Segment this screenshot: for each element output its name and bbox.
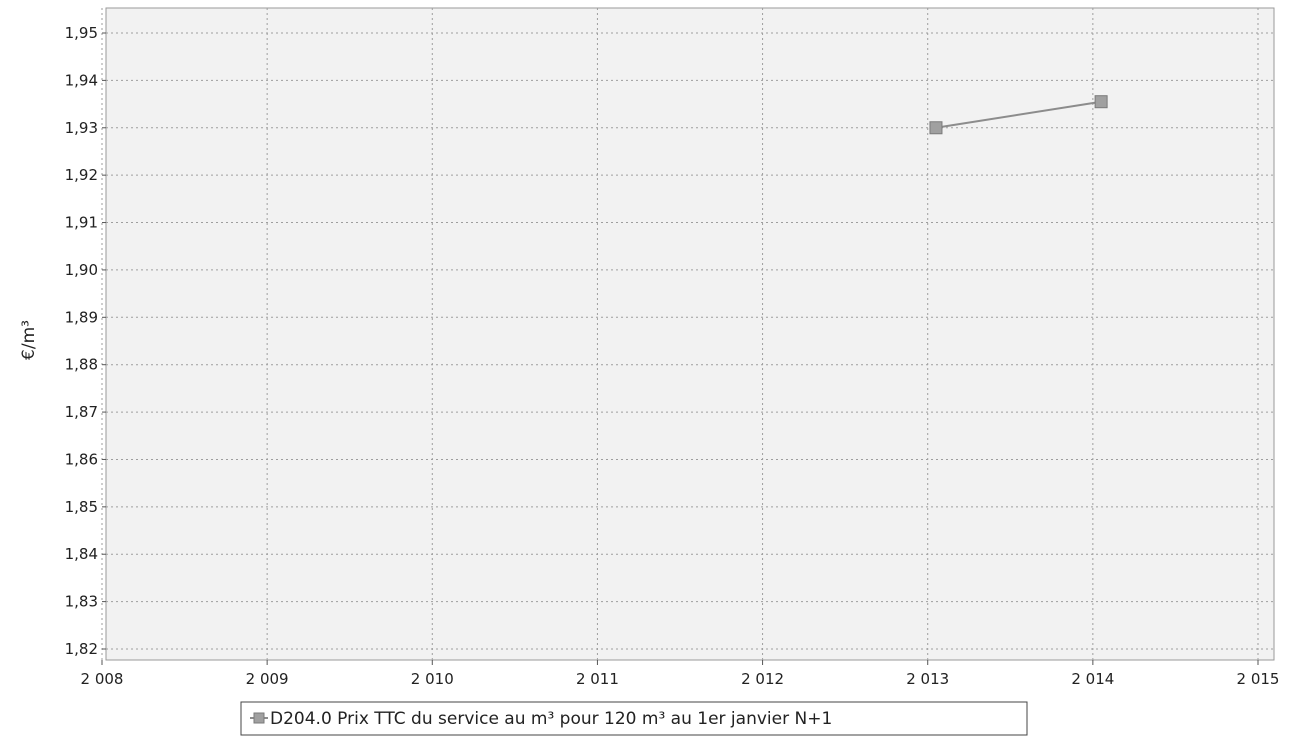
- x-tick-label: 2 014: [1071, 670, 1114, 688]
- x-tick-label: 2 013: [906, 670, 949, 688]
- x-tick-label: 2 011: [576, 670, 619, 688]
- legend-box: [240, 701, 1028, 736]
- x-tick-label: 2 010: [411, 670, 454, 688]
- y-tick-label: 1,82: [65, 640, 98, 658]
- data-point: [1094, 95, 1108, 109]
- series-line: [935, 100, 1102, 129]
- y-tick-label: 1,92: [65, 166, 98, 184]
- y-tick-label: 1,91: [65, 214, 98, 232]
- y-tick-label: 1,87: [65, 403, 98, 421]
- plot-area: [105, 7, 1275, 661]
- y-tick-label: 1,93: [65, 119, 98, 137]
- y-tick-label: 1,84: [65, 545, 98, 563]
- y-tick-label: 1,88: [65, 356, 98, 374]
- legend-label: D204.0 Prix TTC du service au m³ pour 12…: [270, 709, 832, 729]
- y-tick-label: 1,89: [65, 308, 98, 326]
- legend: D204.0 Prix TTC du service au m³ pour 12…: [240, 701, 1028, 736]
- y-tick-label: 1,95: [65, 24, 98, 42]
- y-tick-label: 1,94: [65, 71, 98, 89]
- data-point: [929, 121, 943, 135]
- series-layer: [929, 95, 1108, 135]
- legend-marker-swatch: [253, 712, 265, 724]
- x-tick-label: 2 009: [246, 670, 289, 688]
- x-tick-label: 2 008: [81, 670, 124, 688]
- y-tick-label: 1,86: [65, 450, 98, 468]
- y-tick-label: 1,83: [65, 593, 98, 611]
- x-tick-label: 2 015: [1237, 670, 1280, 688]
- grid: [101, 8, 1274, 660]
- y-tick-label: 1,90: [65, 261, 98, 279]
- y-axis-title: €/m³: [19, 320, 39, 360]
- y-axis: 1,82 1,83 1,84 1,85 1,86 1,87 1,88 1,89 1,90 1,91…: [65, 24, 106, 658]
- x-axis: 2 008 2 009 2 010 2 011 2 012 2 013 2 014 2 015: [81, 660, 1280, 688]
- x-tick-label: 2 012: [741, 670, 784, 688]
- y-tick-label: 1,85: [65, 498, 98, 516]
